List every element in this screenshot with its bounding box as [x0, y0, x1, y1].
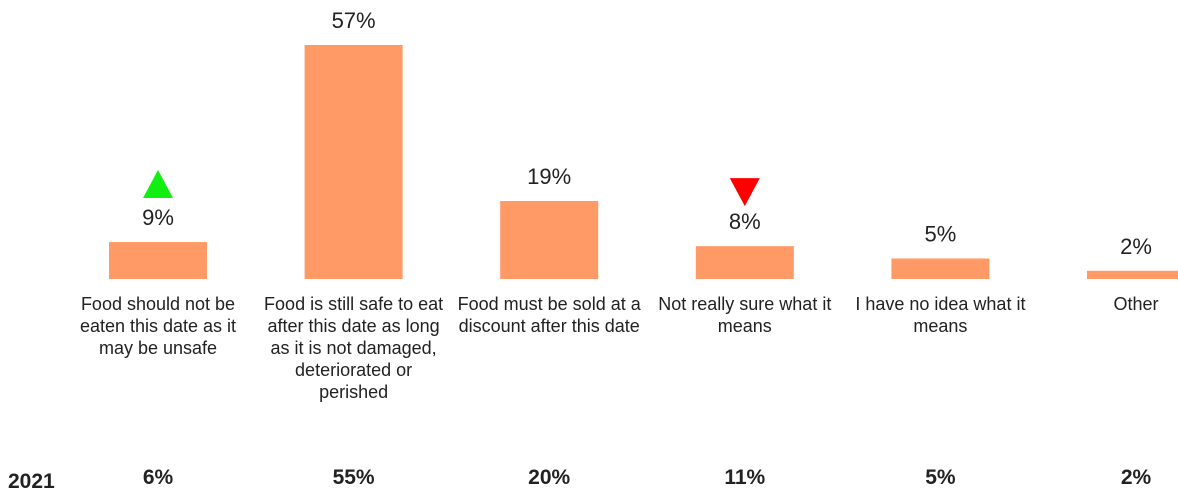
category-label: I have no idea what it means [855, 294, 1026, 336]
data-label: 57% [332, 8, 376, 33]
comparison-value: 20% [528, 466, 571, 489]
comparison-value: 11% [724, 466, 766, 489]
category-label: Food must be sold at a discount after th… [457, 294, 641, 336]
data-label: 8% [729, 209, 761, 234]
category-label: Food should not be eaten this date as it… [79, 294, 237, 358]
category-label: Not really sure what it means [658, 294, 832, 336]
data-label: 5% [925, 221, 957, 246]
bar [891, 258, 990, 279]
bar [1087, 270, 1178, 279]
decrease-triangle-icon [729, 178, 760, 207]
bar [109, 242, 207, 279]
comparison-value: 2% [1120, 466, 1152, 489]
bar [304, 45, 403, 279]
data-label: 2% [1120, 234, 1152, 259]
category-label: Other [1113, 294, 1159, 314]
data-label: 19% [527, 164, 571, 189]
bar [695, 246, 794, 279]
category-label: Food is still safe to eat after this dat… [264, 294, 444, 402]
comparison-value: 5% [925, 466, 956, 489]
comparison-value: 55% [332, 466, 375, 489]
comparison-year-label: 2021 [8, 470, 55, 493]
comparison-value: 6% [142, 466, 174, 489]
bar-chart: 9% 57% 19% 8% 5% 2% [109, 8, 1178, 279]
bar [500, 201, 599, 279]
data-label: 9% [142, 205, 174, 230]
increase-triangle-icon [143, 170, 173, 199]
